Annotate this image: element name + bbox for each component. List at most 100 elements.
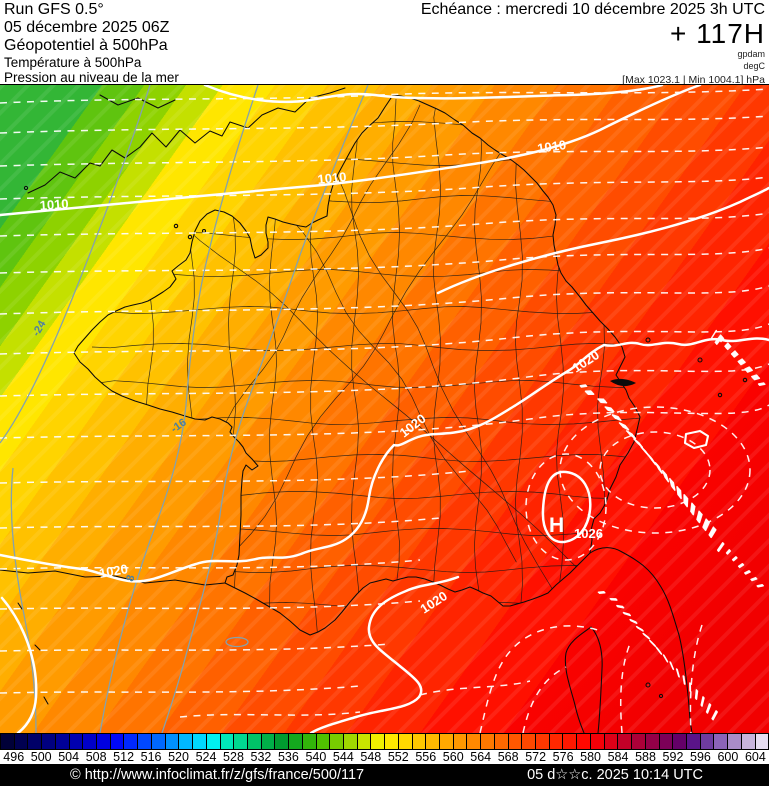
pressure-noise-dash: [633, 438, 640, 444]
pressure-noise-dash: [739, 360, 745, 365]
dashed-isobars: [0, 88, 769, 733]
pressure-noise-dash: [738, 359, 745, 364]
colorbar-value: 552: [387, 750, 409, 764]
map-image: 1010 1010 1010 1020 1020 1020 1020 H 1026 -24 -16 8: [0, 84, 769, 733]
colorbar-cell: [247, 734, 262, 749]
pressure-noise-dash: [649, 639, 656, 646]
colorbar-value: 588: [635, 750, 656, 764]
colorbar-cell: [426, 734, 440, 749]
unit-geopotential: gpdam: [737, 49, 765, 60]
pressure-noise-dash: [731, 351, 737, 356]
colorbar-cell: [686, 734, 701, 749]
pressure-noise-dash: [751, 374, 758, 378]
colorbar-value: 520: [168, 750, 189, 764]
pressure-noise-dash: [726, 345, 732, 351]
pressure-range: [Max 1023.1 | Min 1004.1] hPa: [622, 73, 765, 86]
colorbar-cell: [563, 734, 578, 749]
pressure-noise-dash: [654, 462, 660, 470]
colorbar-cell: [261, 734, 276, 749]
colorbar-cell: [755, 734, 769, 749]
pressure-noise-dash: [710, 329, 718, 339]
alpine-pressure-noise: [579, 329, 766, 721]
colorbar-cell: [97, 734, 111, 749]
pressure-noise-dash: [640, 446, 647, 453]
contour-label: 1010: [317, 169, 347, 187]
colorbar-cell: [316, 734, 331, 749]
pressure-noise-dash: [708, 526, 715, 536]
colorbar-cell: [385, 734, 399, 749]
department-boundary-line: [91, 343, 640, 351]
pressure-noise-dash: [616, 604, 624, 608]
colorbar-cell: [343, 734, 358, 749]
pressure-noise-dash: [676, 485, 679, 496]
footer-copyright-url: © http://www.infoclimat.fr/z/gfs/france/…: [70, 767, 365, 783]
pressure-noise-dash: [635, 625, 643, 631]
department-boundary-line: [351, 98, 359, 629]
colorbar-cell: [577, 734, 591, 749]
colorbar-cell: [700, 734, 715, 749]
colorbar-cell: [604, 734, 619, 749]
colorbar-cell: [481, 734, 495, 749]
pressure-noise-dash: [669, 661, 674, 670]
colorbar-cell: [302, 734, 317, 749]
colorbar-value: 500: [30, 750, 52, 764]
colorbar-cell: [714, 734, 729, 749]
field-tertiary: Pression au niveau de la mer: [4, 70, 179, 86]
pressure-noise-dash: [675, 668, 680, 677]
colorbar-cell: [618, 734, 633, 749]
colorbar-value: 600: [717, 750, 739, 764]
header: Run GFS 0.5° 05 décembre 2025 06Z Géopot…: [0, 0, 769, 86]
colorbar-value: 536: [277, 750, 299, 764]
colorbar-cell: [289, 734, 303, 749]
header-left: Run GFS 0.5° 05 décembre 2025 06Z Géopot…: [4, 1, 179, 85]
contour-label: 8: [124, 574, 137, 583]
pressure-noise-dash: [731, 351, 737, 356]
contour-label: 1010: [536, 137, 567, 156]
pressure-noise-dash: [642, 632, 650, 639]
colorbar-value: 592: [662, 750, 684, 764]
colorbar-value: 512: [113, 750, 135, 764]
unit-temperature: degC: [743, 60, 765, 71]
pressure-noise-dash: [745, 571, 751, 575]
colorbar-cell: [138, 734, 152, 749]
pressure-noise-dash: [744, 366, 751, 371]
colorbar-cells: [0, 733, 769, 750]
contour-label: 1026: [574, 526, 603, 541]
pressure-noise-dash: [757, 382, 765, 385]
colorbar-value: 544: [332, 750, 354, 764]
pressure-noise-dash: [705, 703, 711, 713]
pressure-noise-dash: [724, 343, 730, 348]
pressure-noise-dash: [745, 367, 752, 372]
colorbar-cell: [453, 734, 468, 749]
department-boundary-line: [119, 164, 598, 587]
colorbar-value: 576: [552, 750, 574, 764]
colorbar-cell: [28, 734, 43, 749]
pressure-noise-dash: [724, 342, 729, 347]
colorbar-cell: [124, 734, 139, 749]
colorbar-cell: [508, 734, 523, 749]
pressure-noise-dash: [647, 454, 654, 462]
colorbar-cell: [234, 734, 248, 749]
department-boundary-line: [392, 98, 400, 631]
colorbar-value: 560: [442, 750, 464, 764]
pressure-noise-dash: [725, 344, 731, 349]
colorbar-cell: [14, 734, 29, 749]
colorbar-cell: [467, 734, 482, 749]
department-boundary-line: [474, 98, 482, 628]
colorbar-value: 568: [497, 750, 519, 764]
pressure-noise-dash: [618, 422, 626, 427]
colorbar-cell: [165, 734, 180, 749]
colorbar-cell: [590, 734, 605, 749]
pressure-noise-dash: [711, 710, 717, 720]
colorbar-cell: [549, 734, 564, 749]
pressure-noise-dash: [597, 590, 605, 593]
header-right: Echéance : mercredi 10 décembre 2025 3h …: [421, 1, 765, 86]
colorbar-cell: [357, 734, 372, 749]
colorbar-cell: [275, 734, 290, 749]
colorbar-cell: [398, 734, 413, 749]
colorbar-cell: [42, 734, 56, 749]
valid-time: Echéance : mercredi 10 décembre 2025 3h …: [420, 1, 765, 18]
colorbar-cell: [179, 734, 194, 749]
pressure-noise-dash: [733, 353, 739, 358]
pressure-noise-dash: [662, 654, 668, 662]
